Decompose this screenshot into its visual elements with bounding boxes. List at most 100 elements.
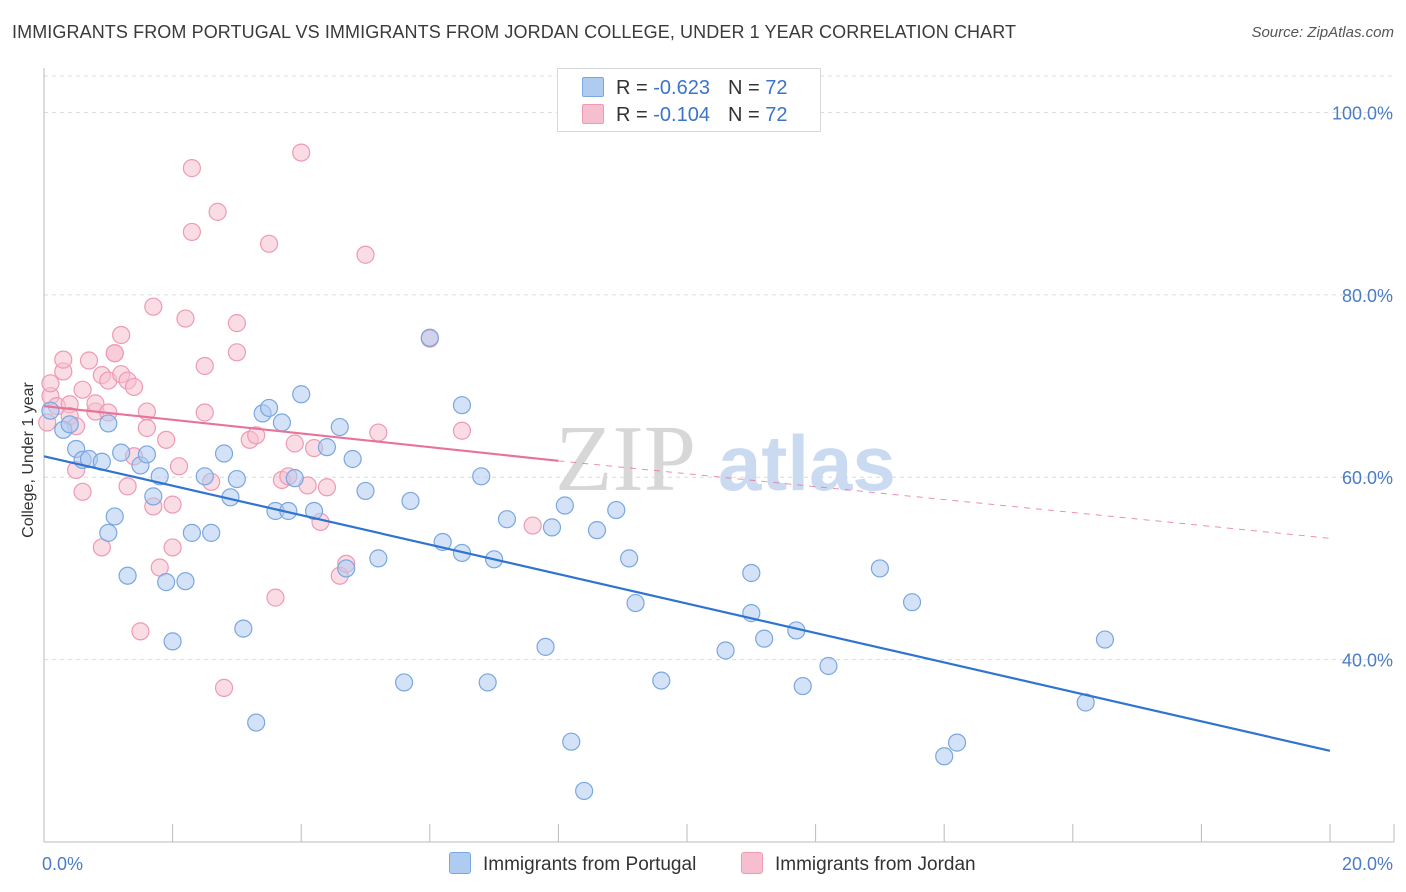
portugal-point	[626, 593, 645, 613]
portugal-point	[1095, 630, 1115, 649]
portugal-point	[247, 713, 266, 732]
jordan-point	[195, 403, 214, 422]
portugal-point	[716, 641, 735, 660]
portugal-point	[214, 444, 234, 463]
grid-lines	[44, 75, 1394, 661]
portugal-point	[935, 747, 954, 766]
portugal-point	[420, 328, 439, 347]
jordan-point	[214, 678, 234, 697]
portugal-point	[150, 467, 169, 486]
portugal-point	[947, 733, 967, 752]
portugal-point	[793, 676, 812, 696]
jordan-point	[208, 202, 227, 221]
jordan-point	[317, 478, 337, 497]
bottom-legend-swatch-portugal	[449, 852, 471, 874]
portugal-point	[259, 398, 279, 418]
y-tick-label: 100.0%	[1332, 103, 1393, 123]
jordan-point	[356, 245, 375, 264]
portugal-point	[157, 573, 176, 592]
bottom-legend-jordan: Immigrants from Jordan	[741, 852, 976, 876]
bottom-legend-label-jordan: Immigrants from Jordan	[775, 854, 976, 875]
portugal-point	[234, 619, 253, 638]
jordan-point	[54, 350, 73, 369]
legend-r-value: -0.623	[653, 77, 710, 99]
portugal-point	[742, 563, 761, 583]
series-portugal-points	[41, 328, 1115, 801]
portugal-point	[575, 781, 594, 801]
portugal-point	[182, 523, 201, 542]
portugal-point	[478, 673, 497, 692]
portugal-point	[41, 401, 60, 420]
jordan-point	[41, 374, 60, 393]
portugal-point	[195, 467, 214, 486]
jordan-point	[118, 477, 137, 496]
legend-r-value: -0.104	[653, 104, 710, 126]
jordan-point	[131, 622, 150, 641]
jordan-point	[73, 482, 92, 501]
portugal-point	[99, 523, 118, 542]
portugal-point	[105, 507, 124, 526]
correlation-legend: R = -0.623 N = 72 R = -0.104 N = 72	[557, 68, 821, 132]
jordan-point	[266, 588, 285, 607]
portugal-point	[497, 510, 517, 529]
portugal-point	[285, 469, 304, 488]
jordan-point	[195, 356, 214, 376]
portugal-point	[176, 572, 195, 591]
portugal-point	[902, 593, 922, 612]
portugal-trend-line	[43, 455, 1331, 752]
jordan-point	[137, 418, 156, 438]
y-tick-label: 60.0%	[1342, 468, 1393, 488]
portugal-point	[562, 732, 581, 751]
legend-n-value: 72	[765, 77, 788, 99]
source-label: Source: ZipAtlas.com	[1251, 24, 1394, 41]
portugal-point	[620, 549, 639, 568]
jordan-point	[105, 344, 124, 363]
portugal-point	[144, 487, 163, 506]
jordan-point	[247, 426, 266, 445]
watermark: ZIP atlas	[555, 407, 896, 511]
portugal-point	[819, 656, 838, 676]
legend-row-jordan: R = -0.104 N = 72	[582, 104, 787, 126]
jordan-point	[523, 516, 542, 535]
jordan-point	[227, 343, 246, 362]
jordan-point	[73, 380, 92, 399]
jordan-point	[169, 457, 189, 476]
jordan-point	[285, 434, 304, 453]
portugal-point	[317, 438, 337, 457]
legend-row-portugal: R = -0.623 N = 72	[582, 77, 787, 99]
portugal-point	[356, 481, 375, 501]
portugal-point	[555, 496, 574, 515]
legend-r-label: R =	[616, 77, 654, 99]
axes	[43, 68, 1395, 843]
portugal-point	[536, 637, 555, 656]
jordan-point	[292, 143, 311, 162]
portugal-point	[401, 491, 420, 511]
jordan-point	[452, 421, 472, 440]
portugal-point	[227, 469, 246, 489]
jordan-point	[182, 222, 201, 242]
jordan-point	[259, 234, 279, 253]
portugal-point	[137, 445, 156, 464]
portugal-point	[472, 467, 491, 486]
portugal-point	[343, 449, 362, 469]
portugal-point	[112, 443, 131, 462]
legend-n-label: N =	[727, 104, 766, 126]
x-tick-label: 20.0%	[1342, 854, 1393, 874]
jordan-point	[369, 423, 388, 442]
legend-n-label: N =	[727, 77, 766, 99]
jordan-trend-line	[43, 405, 559, 462]
jordan-point	[182, 159, 201, 178]
portugal-point	[542, 518, 562, 537]
trend-lines	[43, 405, 1331, 752]
legend-swatch-portugal	[582, 77, 604, 97]
jordan-point	[157, 430, 176, 449]
jordan-trend-extension	[558, 460, 1331, 539]
jordan-point	[227, 314, 246, 333]
y-axis-label: College, Under 1 year	[20, 382, 37, 538]
bottom-legend-portugal: Immigrants from Portugal	[449, 852, 696, 876]
jordan-point	[144, 297, 163, 316]
legend-r-label: R =	[616, 104, 654, 126]
portugal-point	[304, 501, 324, 521]
jordan-point	[163, 495, 182, 514]
